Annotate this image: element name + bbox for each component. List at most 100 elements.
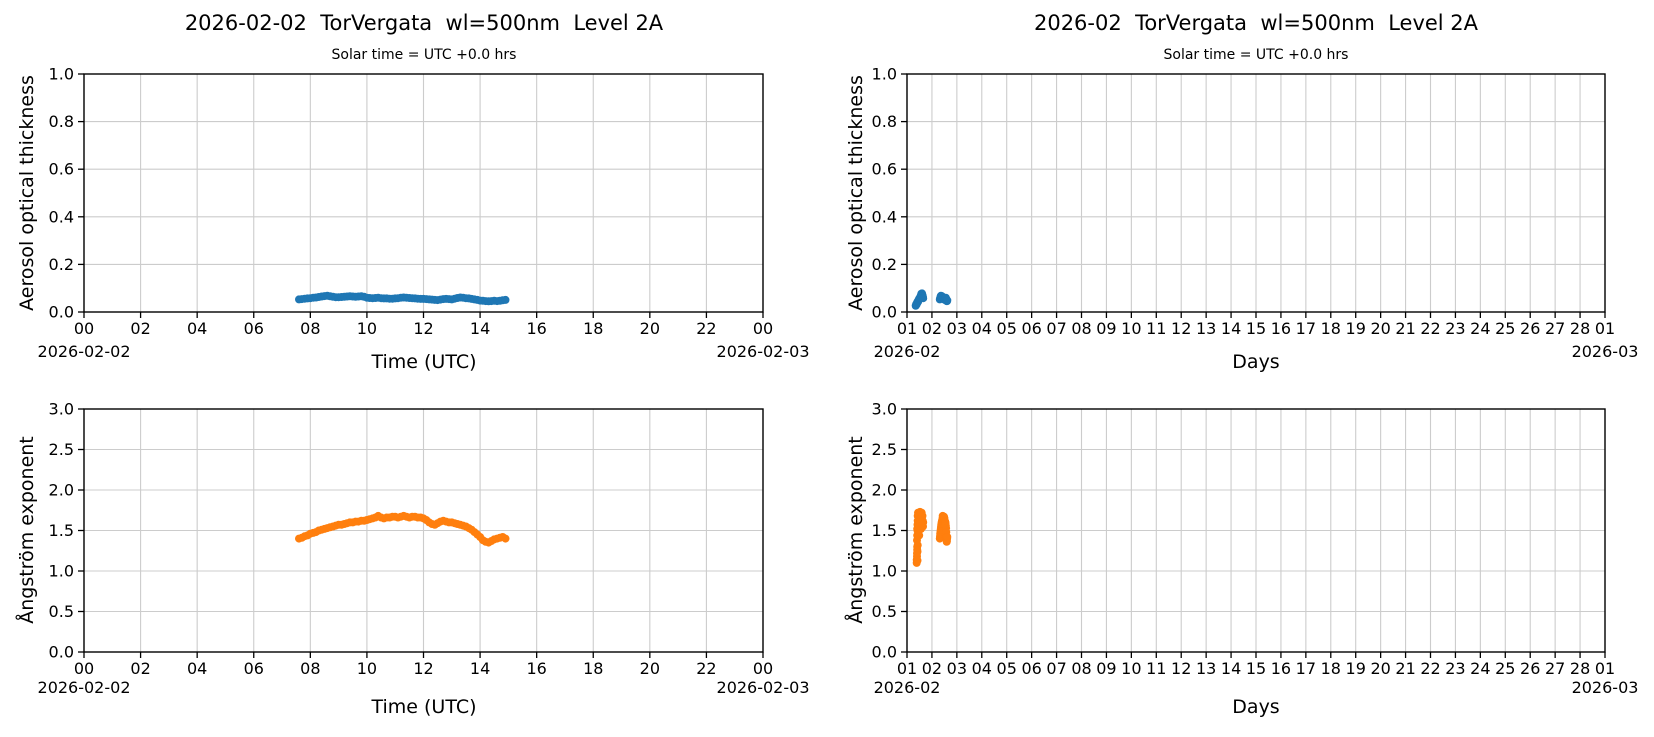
svg-text:26: 26: [1520, 659, 1540, 678]
svg-text:24: 24: [1470, 319, 1490, 338]
svg-text:24: 24: [1470, 659, 1490, 678]
svg-text:3.0: 3.0: [49, 400, 74, 419]
svg-text:04: 04: [187, 319, 207, 338]
svg-text:22: 22: [696, 659, 716, 678]
svg-text:18: 18: [1321, 319, 1341, 338]
svg-text:20: 20: [640, 319, 660, 338]
svg-text:06: 06: [244, 319, 264, 338]
svg-text:16: 16: [1271, 319, 1291, 338]
svg-text:1.0: 1.0: [49, 65, 74, 84]
svg-text:0.0: 0.0: [872, 303, 897, 322]
svg-text:22: 22: [1420, 319, 1440, 338]
svg-text:03: 03: [947, 319, 967, 338]
svg-text:17: 17: [1296, 319, 1316, 338]
svg-text:27: 27: [1545, 319, 1565, 338]
svg-text:2.0: 2.0: [872, 481, 897, 500]
angstrom-day1-points: [912, 507, 928, 567]
svg-text:01: 01: [897, 659, 917, 678]
svg-text:06: 06: [244, 659, 264, 678]
svg-text:21: 21: [1395, 319, 1415, 338]
svg-text:1.5: 1.5: [49, 521, 74, 540]
date-offset-monthly-ang-right: 2026-03: [1571, 678, 1639, 697]
svg-text:0.2: 0.2: [872, 255, 897, 274]
svg-text:18: 18: [583, 319, 603, 338]
svg-text:00: 00: [753, 659, 773, 678]
monthly-chart-subtitle: Solar time = UTC +0.0 hrs: [1163, 47, 1349, 63]
svg-text:12: 12: [413, 319, 433, 338]
aerosol-optical-thickness-500nm-points: [295, 291, 510, 306]
svg-text:23: 23: [1445, 319, 1465, 338]
svg-text:0.8: 0.8: [49, 112, 74, 131]
date-offset-monthly-aot-left: 2026-02: [873, 342, 941, 361]
svg-text:12: 12: [1171, 659, 1191, 678]
aot-day2-points: [935, 291, 952, 306]
axis-label-angstrom-monthly: Ångström exponent: [845, 436, 867, 624]
date-offset-daily-aot-right: 2026-02-03: [716, 342, 810, 361]
daily-chart-title: 2026-02-02 TorVergata wl=500nm Level 2A: [184, 11, 664, 35]
svg-text:06: 06: [1021, 319, 1041, 338]
svg-text:07: 07: [1046, 319, 1066, 338]
svg-text:25: 25: [1495, 659, 1515, 678]
svg-text:01: 01: [897, 319, 917, 338]
svg-text:08: 08: [1071, 319, 1091, 338]
svg-text:14: 14: [470, 659, 490, 678]
svg-text:26: 26: [1520, 319, 1540, 338]
svg-text:12: 12: [1171, 319, 1191, 338]
monthly-chart-title: 2026-02 TorVergata wl=500nm Level 2A: [1033, 11, 1479, 35]
svg-text:20: 20: [1370, 319, 1390, 338]
svg-text:0.8: 0.8: [872, 112, 897, 131]
svg-text:15: 15: [1246, 659, 1266, 678]
svg-text:15: 15: [1246, 319, 1266, 338]
svg-text:02: 02: [130, 659, 150, 678]
svg-text:25: 25: [1495, 319, 1515, 338]
svg-text:0.0: 0.0: [49, 643, 74, 662]
svg-text:21: 21: [1395, 659, 1415, 678]
svg-text:10: 10: [357, 319, 377, 338]
aot-day1-points: [911, 289, 928, 310]
svg-text:08: 08: [300, 659, 320, 678]
svg-text:13: 13: [1196, 319, 1216, 338]
svg-text:0.0: 0.0: [49, 303, 74, 322]
svg-text:00: 00: [74, 319, 94, 338]
axis-label-aot-daily: Aerosol optical thickness: [16, 75, 38, 311]
svg-text:0.4: 0.4: [872, 207, 897, 226]
svg-text:07: 07: [1046, 659, 1066, 678]
svg-text:06: 06: [1021, 659, 1041, 678]
axis-label-angstrom-daily: Ångström exponent: [16, 436, 38, 624]
svg-text:01: 01: [1595, 319, 1615, 338]
svg-text:10: 10: [1121, 659, 1141, 678]
date-offset-daily-ang-right: 2026-02-03: [716, 678, 810, 697]
svg-text:00: 00: [753, 319, 773, 338]
svg-text:01: 01: [1595, 659, 1615, 678]
axis-label-time-top: Time (UTC): [371, 351, 477, 373]
svg-text:09: 09: [1096, 659, 1116, 678]
svg-text:1.5: 1.5: [872, 521, 897, 540]
svg-text:3.0: 3.0: [872, 400, 897, 419]
svg-text:22: 22: [696, 319, 716, 338]
svg-text:0.4: 0.4: [49, 207, 74, 226]
svg-text:16: 16: [526, 319, 546, 338]
svg-text:27: 27: [1545, 659, 1565, 678]
svg-text:02: 02: [130, 319, 150, 338]
svg-text:2.5: 2.5: [49, 440, 74, 459]
svg-text:20: 20: [1370, 659, 1390, 678]
daily_angstrom-plot: 00 02 04 06 08 10 12 14 16 18 20 22 000.00.51.01.52.…: [49, 400, 774, 679]
svg-text:22: 22: [1420, 659, 1440, 678]
svg-text:19: 19: [1346, 319, 1366, 338]
axis-label-days-bottom: Days: [1232, 696, 1280, 718]
svg-text:17: 17: [1296, 659, 1316, 678]
daily-chart-subtitle: Solar time = UTC +0.0 hrs: [331, 47, 517, 63]
svg-text:02: 02: [922, 319, 942, 338]
svg-text:0.5: 0.5: [49, 602, 74, 621]
svg-text:10: 10: [1121, 319, 1141, 338]
svg-text:1.0: 1.0: [872, 65, 897, 84]
axis-label-aot-monthly: Aerosol optical thickness: [845, 75, 867, 311]
svg-text:0.2: 0.2: [49, 255, 74, 274]
date-offset-daily-aot-left: 2026-02-02: [37, 342, 131, 361]
svg-text:14: 14: [1221, 659, 1241, 678]
svg-text:08: 08: [300, 319, 320, 338]
svg-text:10: 10: [357, 659, 377, 678]
svg-text:04: 04: [972, 319, 992, 338]
